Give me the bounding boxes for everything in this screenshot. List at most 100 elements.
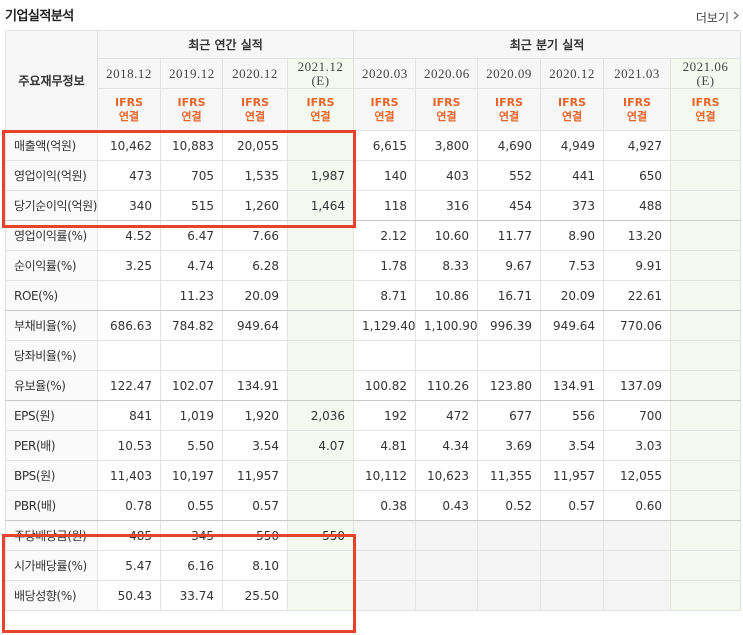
date: 2019.12 <box>169 65 215 81</box>
value-cell: 11,403 <box>97 460 161 491</box>
row-label: ROE(%) <box>5 280 98 311</box>
value-cell <box>286 370 355 401</box>
row-label: EPS(원) <box>5 400 98 431</box>
value-cell <box>670 220 742 251</box>
value-cell: 7.53 <box>540 250 605 281</box>
header-row: IFRS 연결 IFRS 연결 IFRS 연결 IFRS 연결 IFRS 연결 IFRS 연결 IFRS… <box>6 88 742 131</box>
value-cell <box>353 580 417 611</box>
value-cell: 454 <box>477 190 542 221</box>
basis-header: IFRS 연결 <box>286 88 355 131</box>
date-header: 2018.12 <box>97 58 161 89</box>
value-cell <box>670 190 742 221</box>
value-cell: 949.64 <box>540 310 605 341</box>
basis-header: IFRS 연결 <box>415 88 479 131</box>
value-cell: 10,883 <box>160 130 223 161</box>
value-cell: 134.91 <box>222 370 288 401</box>
value-cell <box>286 490 355 521</box>
basis-header: IFRS 연결 <box>353 88 417 131</box>
data-row: 부채비율(%) 686.63 784.82 949.64 1,129.40 1,100.9… <box>5 310 742 341</box>
date: 2021.03 <box>614 65 660 81</box>
value-cell: 2.12 <box>353 220 417 251</box>
group-header: 최근 연간 실적 <box>96 30 355 59</box>
value-cell: 1,129.40 <box>353 310 417 341</box>
value-cell: 102.07 <box>160 370 223 401</box>
date: 2020.12 <box>549 65 595 81</box>
value-cell: 10,112 <box>353 460 417 491</box>
basis-header: IFRS 연결 <box>670 88 742 131</box>
highlight-box <box>2 534 356 633</box>
value-cell: 3.54 <box>540 430 605 461</box>
value-cell <box>670 430 742 461</box>
value-cell: 2,036 <box>286 400 355 431</box>
row-label: 시가배당률(%) <box>5 550 98 581</box>
value-cell <box>97 340 161 371</box>
value-cell: 11,355 <box>477 460 542 491</box>
value-cell: 10,197 <box>160 460 223 491</box>
value-cell: 10,462 <box>97 130 161 161</box>
value-cell: 9.91 <box>603 250 672 281</box>
value-cell <box>670 160 742 191</box>
value-cell: 140 <box>353 160 417 191</box>
value-cell: 472 <box>415 400 479 431</box>
value-cell: 8.71 <box>353 280 417 311</box>
value-cell: 0.60 <box>603 490 672 521</box>
value-cell <box>670 280 742 311</box>
value-cell <box>603 550 672 581</box>
row-label: PER(배) <box>5 430 98 461</box>
value-cell <box>670 370 742 401</box>
date-header: 2021.06 (E) <box>670 58 742 89</box>
date: 2020.12 <box>232 65 278 81</box>
value-cell: 6.16 <box>160 550 223 581</box>
value-cell: 11,957 <box>222 460 288 491</box>
value-cell: 700 <box>603 400 672 431</box>
value-cell: 1,019 <box>160 400 223 431</box>
standard: IFRS <box>691 95 720 109</box>
date: 2020.03 <box>362 65 408 81</box>
more-link[interactable]: 더보기 <box>695 11 729 25</box>
value-cell: 0.38 <box>353 490 417 521</box>
value-cell <box>477 340 542 371</box>
data-row: 당좌비율(%) <box>5 340 742 371</box>
value-cell <box>415 340 479 371</box>
date-header: 2020.03 <box>353 58 417 89</box>
value-cell: 770.06 <box>603 310 672 341</box>
row-label: 순이익률(%) <box>5 250 98 281</box>
value-cell: 3,800 <box>415 130 479 161</box>
scope: 연결 <box>561 109 583 123</box>
standard: IFRS <box>370 95 399 109</box>
basis-header: IFRS 연결 <box>540 88 605 131</box>
value-cell: 403 <box>415 160 479 191</box>
value-cell: 3.03 <box>603 430 672 461</box>
data-row: 배당성향(%) 50.43 33.74 25.50 <box>5 580 742 611</box>
value-cell <box>670 250 742 281</box>
value-cell: 488 <box>603 190 672 221</box>
value-cell <box>160 340 223 371</box>
value-cell: 4.34 <box>415 430 479 461</box>
value-cell: 784.82 <box>160 310 223 341</box>
value-cell: 1,100.90 <box>415 310 479 341</box>
value-cell: 841 <box>97 400 161 431</box>
date-header: 2021.12 (E) <box>286 58 355 89</box>
value-cell: 10,623 <box>415 460 479 491</box>
value-cell: 3.25 <box>97 250 161 281</box>
value-cell: 1,260 <box>222 190 288 221</box>
value-cell: 33.74 <box>160 580 223 611</box>
value-cell: 8.33 <box>415 250 479 281</box>
value-cell: 11,957 <box>540 460 605 491</box>
value-cell: 50.43 <box>97 580 161 611</box>
date-header: 2020.12 <box>540 58 605 89</box>
value-cell <box>97 280 161 311</box>
standard: IFRS <box>623 95 652 109</box>
value-cell <box>670 340 742 371</box>
date: 2021.12 <box>297 58 344 74</box>
value-cell <box>540 580 605 611</box>
value-cell <box>670 130 742 161</box>
section-title: 기업실적분석 <box>5 9 74 24</box>
header-row: 2018.12 2019.12 2020.12 2021.12 (E) 2020.03 20… <box>6 58 742 89</box>
value-cell <box>670 460 742 491</box>
value-cell: 4,927 <box>603 130 672 161</box>
data-row: 시가배당률(%) 5.47 6.16 8.10 <box>5 550 742 581</box>
value-cell <box>477 520 542 551</box>
value-cell: 25.50 <box>222 580 288 611</box>
scope: 연결 <box>436 109 457 123</box>
